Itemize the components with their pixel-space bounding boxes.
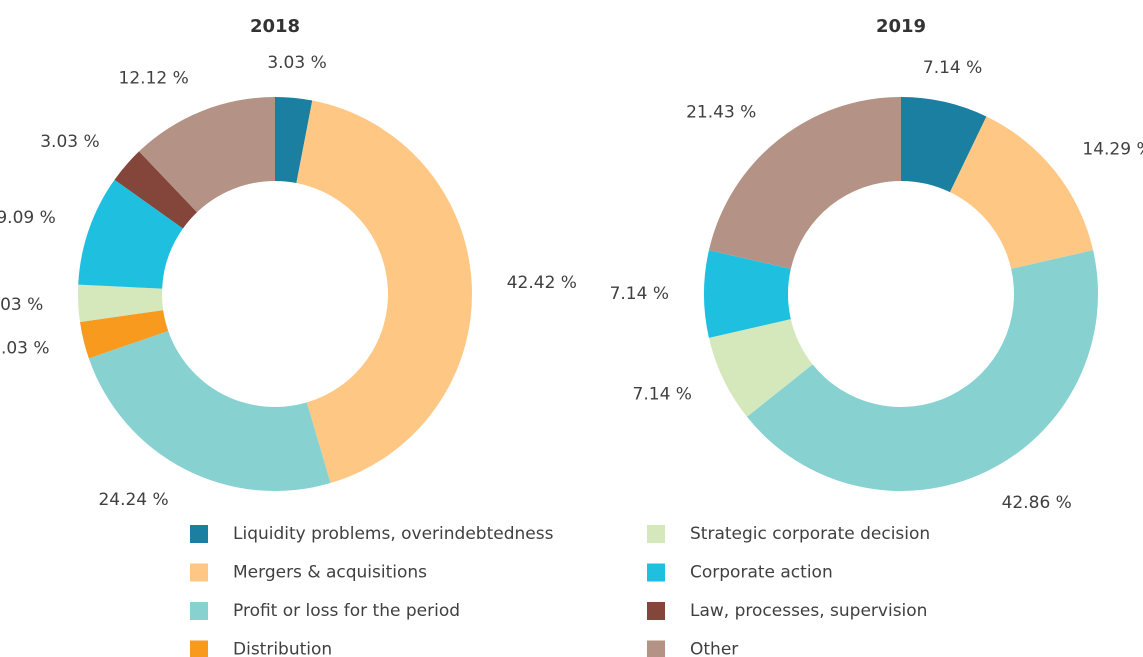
donut-slice <box>708 319 813 417</box>
value-label: 7.14 % <box>633 385 692 405</box>
value-label: 21.43 % <box>686 103 756 123</box>
value-label: 42.86 % <box>1002 493 1072 513</box>
donut-slice <box>296 100 472 484</box>
donut-slice <box>746 250 1098 491</box>
legend-label: Mergers & acquisitions <box>233 563 427 583</box>
donut-slice <box>275 97 313 184</box>
legend-label: Distribution <box>233 640 332 657</box>
chart-title: 2019 <box>876 16 926 37</box>
value-label: 7.14 % <box>923 58 982 78</box>
legend-label: Law, processes, supervision <box>690 601 927 621</box>
value-label: 12.12 % <box>119 69 189 89</box>
legend-label: Strategic corporate decision <box>690 524 930 544</box>
value-label: 24.24 % <box>98 490 168 510</box>
donut-slice <box>703 250 791 338</box>
donut-slice <box>88 330 331 491</box>
value-label: 7.14 % <box>610 284 669 304</box>
donut-slice <box>139 97 275 213</box>
donut-slice <box>901 97 987 193</box>
value-label: 3.03 % <box>40 132 99 152</box>
legend-swatch <box>190 640 208 657</box>
chart-title: 2018 <box>250 16 300 37</box>
legend-swatch <box>190 563 208 582</box>
donut-slice <box>80 310 169 359</box>
value-label: 42.42 % <box>507 273 577 293</box>
value-label: 3.03 % <box>0 339 50 359</box>
donut-slice <box>114 151 198 229</box>
value-label: 14.29 % <box>1082 139 1143 159</box>
legend-label: Other <box>690 640 738 657</box>
legend-swatch <box>190 525 208 543</box>
legend-label: Liquidity problems, overindebtedness <box>233 524 554 544</box>
legend-swatch <box>647 602 665 620</box>
donut-slice <box>708 97 901 269</box>
legend-swatch <box>190 602 208 620</box>
donut-slice <box>78 284 164 323</box>
legend-swatch <box>647 525 665 543</box>
value-label: 9.09 % <box>0 208 56 228</box>
donut-slice <box>78 179 183 289</box>
legend-label: Profit or loss for the period <box>233 601 460 621</box>
legend-label: Corporate action <box>690 563 833 583</box>
legend-swatch <box>647 640 665 657</box>
legend-swatch <box>647 563 665 582</box>
value-label: 3.03 % <box>0 295 43 315</box>
value-label: 3.03 % <box>267 53 326 73</box>
donut-slice <box>950 116 1094 269</box>
